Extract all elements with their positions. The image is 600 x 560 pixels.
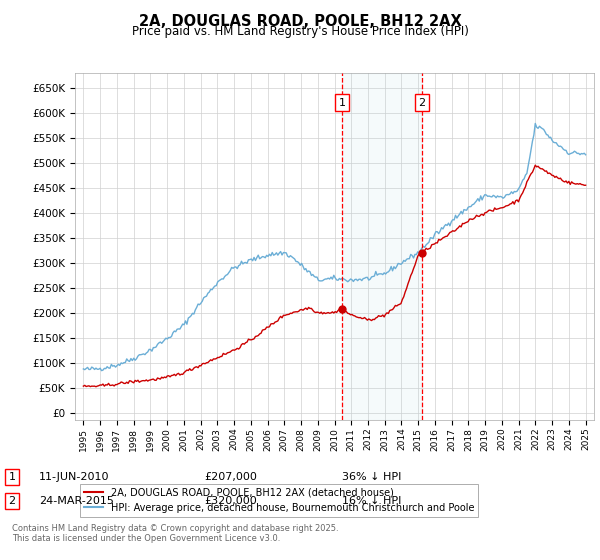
Text: 16% ↓ HPI: 16% ↓ HPI	[342, 496, 401, 506]
Text: 2: 2	[8, 496, 16, 506]
Bar	[342, 73, 422, 420]
Text: Contains HM Land Registry data © Crown copyright and database right 2025.
This d: Contains HM Land Registry data © Crown c…	[12, 524, 338, 543]
Text: Price paid vs. HM Land Registry's House Price Index (HPI): Price paid vs. HM Land Registry's House …	[131, 25, 469, 38]
Text: 24-MAR-2015: 24-MAR-2015	[39, 496, 114, 506]
Text: 2A, DOUGLAS ROAD, POOLE, BH12 2AX: 2A, DOUGLAS ROAD, POOLE, BH12 2AX	[139, 14, 461, 29]
Text: 1: 1	[8, 472, 16, 482]
Text: 1: 1	[338, 98, 346, 108]
Text: 2: 2	[418, 98, 425, 108]
Legend: 2A, DOUGLAS ROAD, POOLE, BH12 2AX (detached house), HPI: Average price, detached: 2A, DOUGLAS ROAD, POOLE, BH12 2AX (detac…	[80, 484, 478, 516]
Text: £207,000: £207,000	[204, 472, 257, 482]
Text: £320,000: £320,000	[204, 496, 257, 506]
Text: 36% ↓ HPI: 36% ↓ HPI	[342, 472, 401, 482]
Text: 11-JUN-2010: 11-JUN-2010	[39, 472, 110, 482]
